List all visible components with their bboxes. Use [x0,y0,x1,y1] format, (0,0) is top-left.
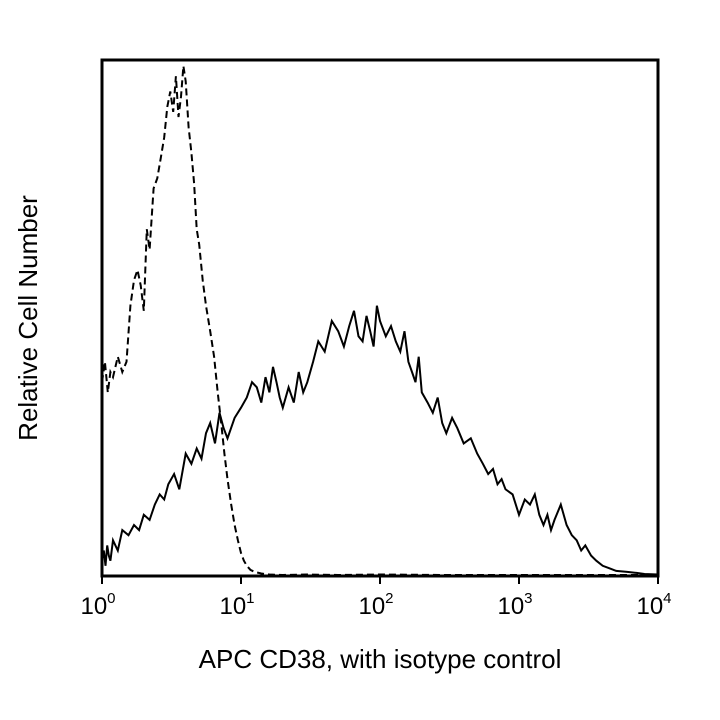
series-layer [101,65,659,577]
x-tick-label: 104 [636,590,671,620]
x-tick-label: 101 [219,590,254,620]
x-tick-label: 100 [80,590,115,620]
x-tick-marks [101,576,659,584]
isotype-control-series [101,65,658,577]
x-tick-label: 102 [358,590,393,620]
x-axis-title: APC CD38, with isotype control [199,644,562,674]
cd38-series [101,305,659,576]
x-tick-label: 103 [497,590,532,620]
x-tick-labels: 100 101 102 103 104 [80,590,671,620]
y-axis-title: Relative Cell Number [13,195,43,441]
